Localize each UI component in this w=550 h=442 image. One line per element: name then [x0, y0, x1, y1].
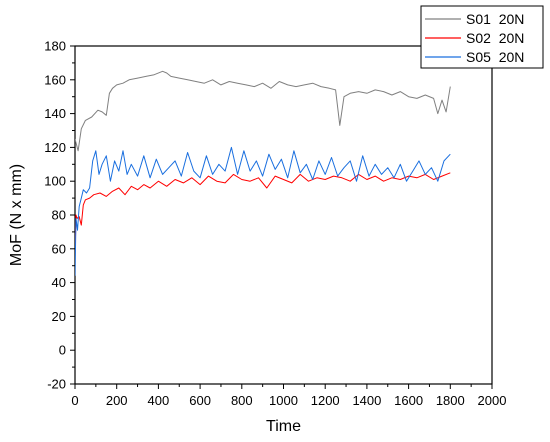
- y-tick-label: 20: [52, 309, 66, 324]
- x-axis-title: Time: [266, 418, 301, 435]
- x-tick-label: 2000: [478, 393, 507, 408]
- y-tick-label: 60: [52, 241, 66, 256]
- legend-box: [420, 5, 544, 69]
- axes: 0 200 400 600 800 1000 1200 1400 1600 1800 2000-20…: [44, 39, 506, 409]
- x-tick-label: 1800: [436, 393, 465, 408]
- y-tick-label: 100: [44, 174, 66, 189]
- y-tick-label: 140: [44, 106, 66, 121]
- x-tick-label: 800: [231, 393, 253, 408]
- y-tick-label: 40: [52, 275, 66, 290]
- legend-label-1: S01 20N: [466, 11, 524, 27]
- y-axis-title: MoF (N x mm): [8, 164, 25, 266]
- x-tick-label: 200: [106, 393, 128, 408]
- series-lines: [75, 70, 451, 276]
- y-tick-label: -20: [47, 377, 66, 392]
- x-tick-label: 400: [148, 393, 170, 408]
- x-tick-label: 600: [189, 393, 211, 408]
- x-tick-label: 1400: [352, 393, 381, 408]
- x-tick-label: 1200: [311, 393, 340, 408]
- legend-label-2: S02 20N: [466, 30, 524, 46]
- series-line-1: [75, 70, 451, 152]
- series-line-2: [75, 172, 451, 258]
- y-tick-label: 120: [44, 140, 66, 155]
- series-line-3: [75, 146, 451, 276]
- x-tick-label: 1000: [269, 393, 298, 408]
- y-tick-label: 180: [44, 39, 66, 54]
- y-tick-label: 0: [59, 343, 66, 358]
- x-tick-label: 1600: [394, 393, 423, 408]
- legend-label-3: S05 20N: [466, 49, 524, 65]
- y-tick-label: 80: [52, 208, 66, 223]
- legend: S01 20N S02 20N S05 20N: [420, 5, 544, 69]
- y-tick-label: 160: [44, 72, 66, 87]
- x-tick-label: 0: [71, 393, 78, 408]
